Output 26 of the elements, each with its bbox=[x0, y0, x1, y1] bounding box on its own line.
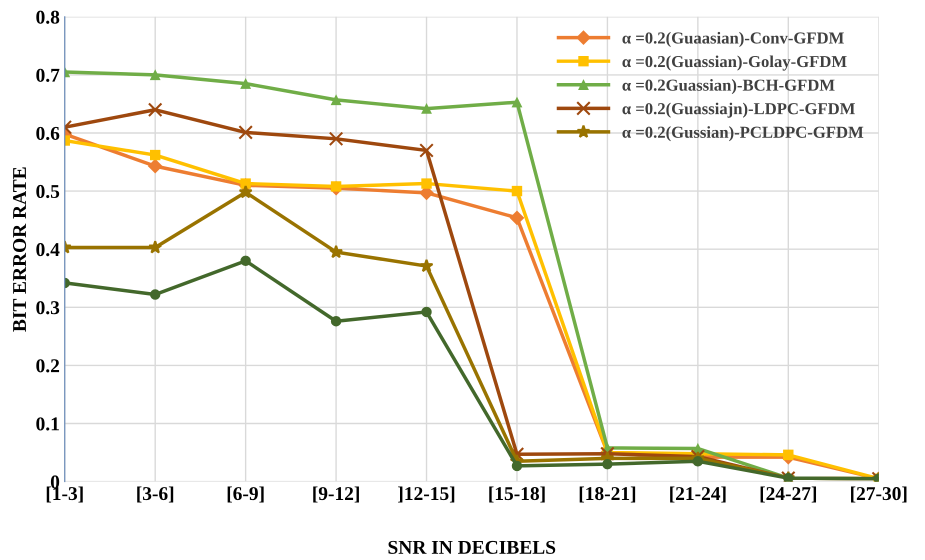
x-tick-label: [21-24] bbox=[670, 486, 726, 503]
x-tick-label: [3-6] bbox=[137, 486, 174, 503]
x-tick-label: [27-30] bbox=[851, 486, 906, 503]
y-tick-label: 0 bbox=[50, 475, 60, 489]
y-tick-label: 0.1 bbox=[36, 417, 59, 431]
x-tick-label: [9-12] bbox=[313, 486, 359, 503]
x-tick-label: [15-18] bbox=[489, 486, 545, 503]
y-tick-label: 0.2 bbox=[36, 359, 60, 372]
legend-label: α =0.2(Guaasian)-Conv-GFDM bbox=[622, 32, 844, 48]
y-tick-label: 0.5 bbox=[36, 184, 60, 198]
x-tick-label: [24-27] bbox=[760, 486, 816, 503]
legend-label: α =0.2(Guassiajn)-LDPC-GFDM bbox=[622, 102, 855, 118]
y-tick-label: 0.6 bbox=[36, 126, 60, 140]
y-axis-title: BIT ERROR RATE bbox=[13, 167, 26, 332]
legend-label: α =0.2(Gussian)-PCLDPC-GFDM bbox=[622, 126, 864, 142]
legend-label: α =0.2(Guassian)-Golay-GFDM bbox=[622, 55, 847, 71]
y-tick-label: 0.8 bbox=[36, 10, 60, 24]
x-tick-label: ]12-15] bbox=[398, 486, 454, 503]
x-tick-label: [1-3] bbox=[46, 486, 83, 503]
x-tick-label: [18-21] bbox=[580, 486, 636, 503]
y-tick-label: 0.7 bbox=[36, 68, 60, 82]
x-axis-title: SNR IN DECIBELS bbox=[388, 540, 556, 554]
y-tick-label: 0.4 bbox=[36, 243, 60, 256]
legend-label: α =0.2Guassian)-BCH-GFDM bbox=[622, 79, 835, 94]
y-tick-label: 0.3 bbox=[36, 301, 60, 314]
x-tick-label: [6-9] bbox=[228, 486, 264, 503]
